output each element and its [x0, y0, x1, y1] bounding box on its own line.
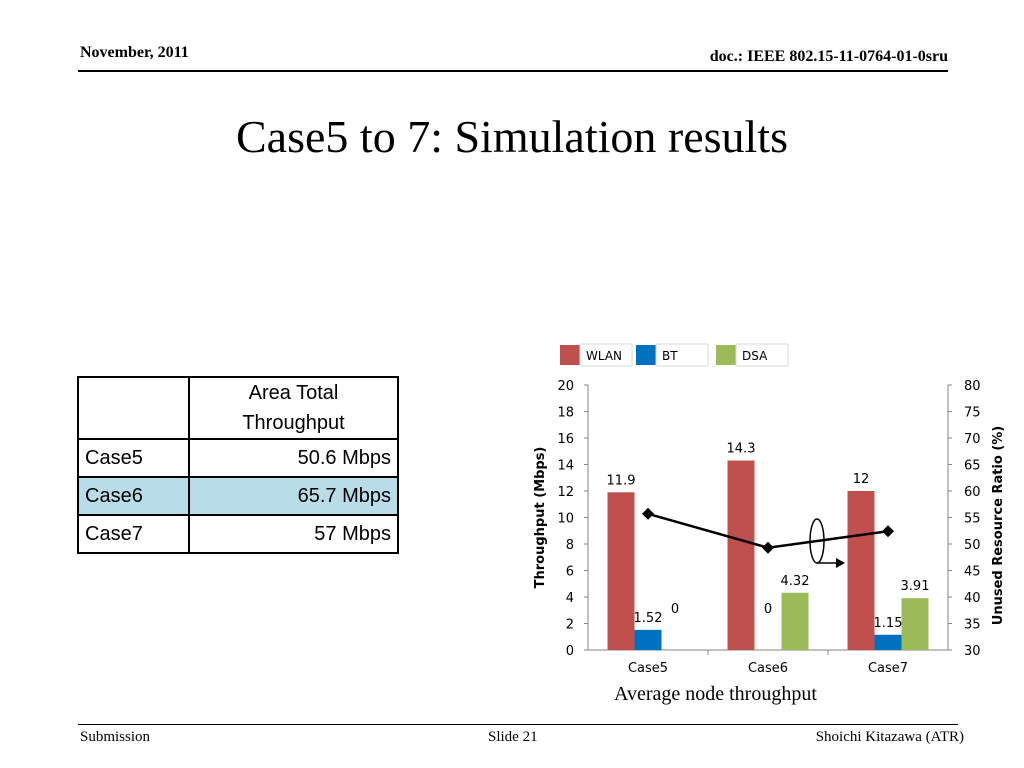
x-tick-label: Case5 — [628, 661, 668, 676]
table-cell-case: Case6 — [77, 476, 190, 516]
table-cell-case: Case5 — [77, 438, 190, 478]
legend-label-dsa: DSA — [742, 349, 768, 363]
unused-ratio-point — [762, 541, 774, 554]
y2-tick-label: 80 — [964, 379, 981, 394]
y2-tick-label: 55 — [964, 512, 981, 527]
table-cell-value: 57 Mbps — [188, 514, 399, 554]
data-label: 1.52 — [634, 611, 663, 626]
data-label: 1.15 — [874, 616, 903, 631]
bar-dsa — [781, 592, 809, 650]
data-label: 4.32 — [781, 574, 810, 589]
y-tick-label: 18 — [557, 406, 574, 421]
bar-dsa — [901, 598, 929, 650]
footer-slide-number: Slide 21 — [488, 729, 538, 745]
legend-box — [735, 343, 789, 367]
y2-tick-label: 35 — [964, 618, 981, 633]
legend-label-wlan: WLAN — [586, 349, 622, 363]
data-label: 14.3 — [727, 442, 756, 457]
footer-submission: Submission — [80, 729, 151, 745]
unused-ratio-point — [642, 507, 654, 520]
slide-title: Case5 to 7: Simulation results — [236, 111, 788, 162]
x-tick-label: Case6 — [748, 661, 788, 676]
y-axis-title: Throughput (Mbps) — [533, 447, 548, 589]
header-divider — [78, 70, 948, 72]
y-tick-label: 8 — [566, 538, 574, 553]
bar-wlan — [847, 491, 875, 650]
y-tick-label: 16 — [557, 432, 574, 447]
y-tick-label: 12 — [557, 485, 574, 500]
data-label: 11.9 — [607, 473, 636, 488]
x-tick-label: Case7 — [868, 661, 908, 676]
data-label: 0 — [671, 602, 679, 617]
legend-label-bt: BT — [662, 349, 678, 363]
legend-swatch-bt — [636, 345, 656, 365]
legend-swatch-dsa — [716, 345, 736, 365]
y2-tick-label: 30 — [964, 644, 981, 659]
header-date: November, 2011 — [80, 44, 189, 61]
data-label: 3.91 — [901, 579, 930, 594]
y-tick-label: 2 — [566, 618, 574, 633]
y-tick-label: 10 — [557, 512, 574, 527]
table-row: Case7 57 Mbps — [77, 514, 399, 554]
table-cell-value: 65.7 Mbps — [188, 476, 399, 516]
y-tick-label: 0 — [566, 644, 574, 659]
header-doc-id: doc.: IEEE 802.15-11-0764-01-0sru — [709, 48, 948, 65]
y2-tick-label: 45 — [964, 565, 981, 580]
table-cell-case: Case7 — [77, 514, 190, 554]
bar-wlan — [727, 460, 755, 650]
legend-swatch-wlan — [560, 345, 580, 365]
table-header-row: Area Total Throughput — [77, 376, 399, 440]
y2-tick-label: 75 — [964, 406, 981, 421]
footer-author: Shoichi Kitazawa (ATR) — [815, 729, 964, 745]
data-label: 12 — [853, 472, 870, 487]
legend-box — [655, 343, 709, 367]
bar-bt — [634, 629, 662, 650]
y2-tick-label: 50 — [964, 538, 981, 553]
annotation-arrow-head — [836, 558, 845, 568]
chart-caption: Average node throughput — [614, 683, 817, 705]
table-header-cell-throughput: Area Total Throughput — [188, 376, 399, 440]
table-row: Case6 65.7 Mbps — [77, 476, 399, 516]
y2-tick-label: 60 — [964, 485, 981, 500]
y2-tick-label: 40 — [964, 591, 981, 606]
table-row: Case5 50.6 Mbps — [77, 438, 399, 478]
y2-tick-label: 70 — [964, 432, 981, 447]
legend-box — [579, 343, 633, 367]
table-header-cell-empty — [77, 376, 190, 440]
y-tick-label: 14 — [557, 459, 574, 474]
data-label: 0 — [764, 602, 772, 617]
throughput-chart: 0 2 4 6 8 10 12 14 16 18 20 30 35 40 45 50 55 60 65 70 75 80 C… — [533, 343, 1006, 676]
y2-tick-label: 65 — [964, 459, 981, 474]
y-tick-label: 6 — [566, 565, 574, 580]
bar-bt — [874, 634, 902, 650]
unused-ratio-point — [882, 525, 894, 538]
y-tick-label: 4 — [566, 591, 574, 606]
table-cell-value: 50.6 Mbps — [188, 438, 399, 478]
throughput-table: Area Total Throughput Case5 50.6 Mbps Ca… — [77, 376, 399, 554]
y-tick-label: 20 — [557, 379, 574, 394]
bar-wlan — [607, 492, 635, 650]
footer-divider — [78, 724, 958, 725]
y2-axis-title: Unused Resource Ratio (%) — [991, 426, 1006, 625]
